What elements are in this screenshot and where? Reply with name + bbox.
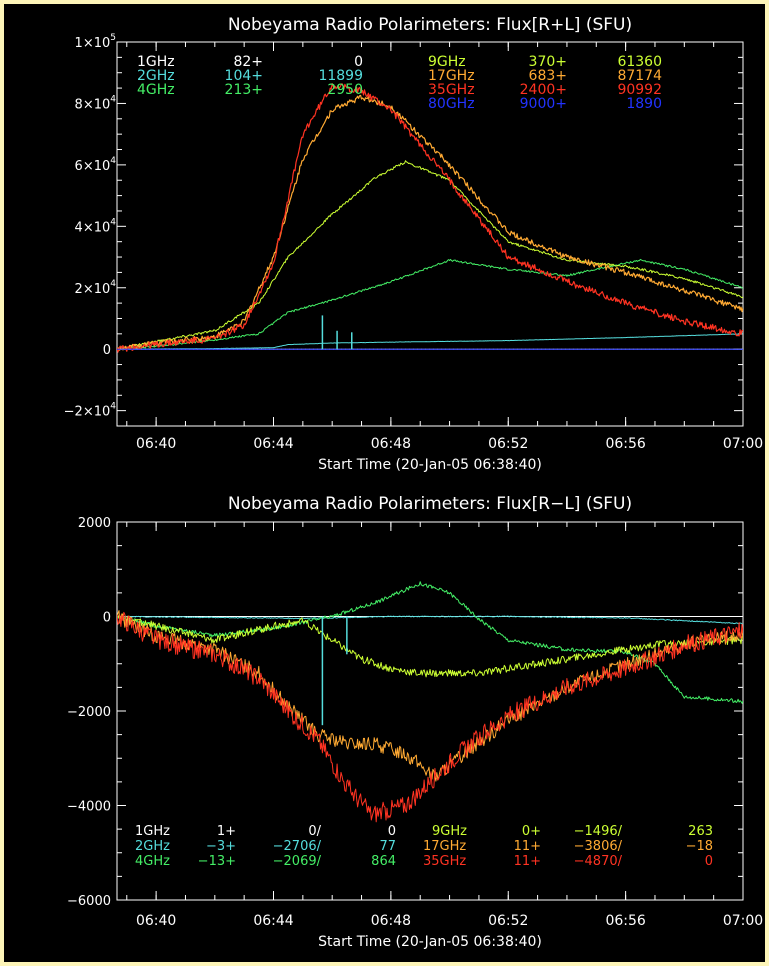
legend-entry: −1496/ <box>574 824 623 839</box>
legend-entry: 61360 <box>617 54 662 70</box>
series-line-17ghz <box>117 610 743 782</box>
legend-entry: 1890 <box>626 96 662 112</box>
legend-entry: 9000+ <box>520 96 567 112</box>
title-bracket: [R+L] <box>532 15 581 35</box>
legend-entry: 4GHz <box>137 82 175 98</box>
x-tick-label: 06:40 <box>136 913 176 929</box>
legend-entry: −3806/ <box>574 839 623 854</box>
y-tick-label: 2000 <box>78 516 111 531</box>
legend-entry: 80GHz <box>428 96 475 112</box>
legend-entry: 35GHz <box>423 854 466 869</box>
legend-entry: 1+ <box>217 824 236 839</box>
legend: 1GHz 1+ 0/0 9GHz 0+ −1496/263 2GHz −3+ −2706/77 1… <box>135 824 713 869</box>
legend-entry: 9GHz <box>432 824 467 839</box>
legend-entry: 104+ <box>225 68 263 84</box>
legend-entry: −3+ <box>206 839 236 854</box>
legend-entry: 2GHz <box>137 68 175 84</box>
y-tick-label: −2×104 <box>64 402 117 420</box>
legend: 1GHz 82+ 0 9GHz 370+ 61360 2GHz 104+ 11899 17GHz 6… <box>137 54 662 112</box>
legend-entry: 0 <box>354 54 363 70</box>
chart-panel-2: Nobeyama Radio Polarimeters: Flux[R−L] (… <box>67 494 763 950</box>
legend-entry: 90992 <box>617 82 662 98</box>
chart-panel-1: Nobeyama Radio Polarimeters: Flux[R+L] (… <box>64 15 764 473</box>
legend-entry: 2950 <box>327 82 363 98</box>
series-group <box>117 581 743 823</box>
y-tick-label: −4000 <box>67 800 111 815</box>
y-tick-label: 1×105 <box>75 33 116 51</box>
y-tick-label: 0 <box>103 611 111 626</box>
y-tick-label: 8×104 <box>75 94 117 112</box>
x-tick-label: 06:40 <box>136 436 176 452</box>
x-tick-label: 06:44 <box>253 913 293 929</box>
legend-entry: 864 <box>371 854 396 869</box>
legend-entry: 35GHz <box>428 82 475 98</box>
legend-entry: −4870/ <box>574 854 623 869</box>
x-tick-label: 06:44 <box>253 436 293 452</box>
legend-entry: 4GHz <box>135 854 170 869</box>
legend-entry: 82+ <box>233 54 263 70</box>
x-tick-label: 06:56 <box>605 913 645 929</box>
chart-title: Nobeyama Radio Polarimeters: Flux[R+L] (… <box>228 15 632 35</box>
legend-entry: 17GHz <box>423 839 466 854</box>
x-tick-label: 06:48 <box>371 913 411 929</box>
x-tick-label: 06:56 <box>605 436 645 452</box>
legend-entry: 11899 <box>318 68 363 84</box>
legend-entry: 11+ <box>514 839 541 854</box>
legend-entry: 263 <box>688 824 713 839</box>
legend-entry: 1GHz <box>135 824 170 839</box>
series-line-35ghz <box>117 83 743 353</box>
y-tick-label: 4×104 <box>75 217 117 235</box>
series-line-4ghz <box>117 258 743 350</box>
series-line-4ghz <box>117 581 743 704</box>
y-tick-label: 0 <box>103 343 111 358</box>
x-tick-label: 06:48 <box>371 436 411 452</box>
series-line-17ghz <box>117 94 743 351</box>
plot-frame <box>116 41 744 427</box>
series-line-2ghz <box>117 615 743 625</box>
legend-entry: −2069/ <box>273 854 322 869</box>
x-tick-label: 06:52 <box>488 436 528 452</box>
legend-entry: 0+ <box>522 824 541 839</box>
legend-entry: 77 <box>379 839 396 854</box>
legend-entry: 11+ <box>514 854 541 869</box>
legend-entry: 0/ <box>308 824 321 839</box>
legend-entry: 2GHz <box>135 839 170 854</box>
legend-entry: −18 <box>686 839 713 854</box>
legend-entry: 0 <box>705 854 713 869</box>
plot-window <box>4 4 765 962</box>
series-line-35ghz <box>117 611 743 823</box>
x-tick-label: 07:00 <box>723 913 763 929</box>
legend-entry: 9GHz <box>428 54 466 70</box>
series-group <box>117 83 743 353</box>
legend-entry: −2706/ <box>273 839 322 854</box>
legend-entry: 683+ <box>529 68 567 84</box>
y-tick-label: 6×104 <box>75 156 117 174</box>
legend-entry: 0 <box>388 824 396 839</box>
legend-entry: −13+ <box>198 854 236 869</box>
series-line-9ghz <box>117 160 743 350</box>
y-tick-label: 2×104 <box>75 279 117 297</box>
legend-entry: 1GHz <box>137 54 175 70</box>
legend-entry: 370+ <box>529 54 567 70</box>
y-tick-label: −6000 <box>67 894 111 909</box>
chart-title: Nobeyama Radio Polarimeters: Flux[R−L] (… <box>228 494 632 514</box>
legend-entry: 213+ <box>225 82 263 98</box>
series-line-2ghz <box>117 333 743 350</box>
legend-entry: 87174 <box>617 68 662 84</box>
title-bracket: [R−L] <box>532 494 581 514</box>
series-line-9ghz <box>117 613 743 678</box>
x-tick-label: 06:52 <box>488 913 528 929</box>
legend-entry: 17GHz <box>428 68 475 84</box>
x-tick-label: 07:00 <box>723 436 763 452</box>
x-axis-label: Start Time (20-Jan-05 06:38:40) <box>318 457 542 473</box>
x-axis-label: Start Time (20-Jan-05 06:38:40) <box>318 934 542 950</box>
y-tick-label: −2000 <box>67 705 111 720</box>
legend-entry: 2400+ <box>520 82 567 98</box>
